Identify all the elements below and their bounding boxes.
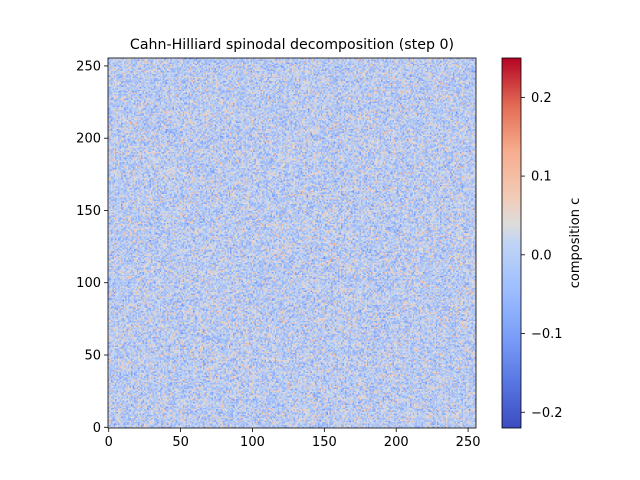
colorbar-frame <box>501 57 522 429</box>
colorbar-tick-label: −0.2 <box>531 406 563 421</box>
y-tick-label: 150 <box>76 204 101 219</box>
x-tick-label: 0 <box>105 435 113 450</box>
heatmap-plot-area <box>107 57 477 429</box>
x-tick-label: 50 <box>172 435 189 450</box>
y-tick-label: 50 <box>84 349 101 364</box>
y-axis: 0 50 100 150 200 250 <box>76 59 108 436</box>
x-tick-label: 200 <box>384 435 409 450</box>
x-tick-label: 250 <box>456 435 481 450</box>
colorbar-ticks: −0.2 −0.1 0.0 0.1 0.2 <box>521 91 563 421</box>
colorbar-label: composition c <box>568 198 583 289</box>
x-tick-label: 100 <box>240 435 265 450</box>
chart-title: Cahn-Hilliard spinodal decomposition (st… <box>130 37 454 53</box>
colorbar-tick-label: 0.2 <box>531 91 552 106</box>
colorbar-tick-label: −0.1 <box>531 327 563 342</box>
heatmap-field <box>108 58 476 428</box>
colorbar-tick-label: 0.0 <box>531 248 552 263</box>
y-tick-label: 0 <box>93 421 101 436</box>
y-tick-label: 200 <box>76 132 101 147</box>
x-axis: 0 50 100 150 200 250 <box>105 428 481 450</box>
y-tick-label: 100 <box>76 276 101 291</box>
colorbar: −0.2 −0.1 0.0 0.1 0.2 composition c <box>501 57 583 429</box>
colorbar-gradient <box>502 58 521 428</box>
heatmap-frame <box>107 57 477 429</box>
colorbar-tick-label: 0.1 <box>531 170 552 185</box>
y-tick-label: 250 <box>76 59 101 74</box>
x-tick-label: 150 <box>312 435 337 450</box>
